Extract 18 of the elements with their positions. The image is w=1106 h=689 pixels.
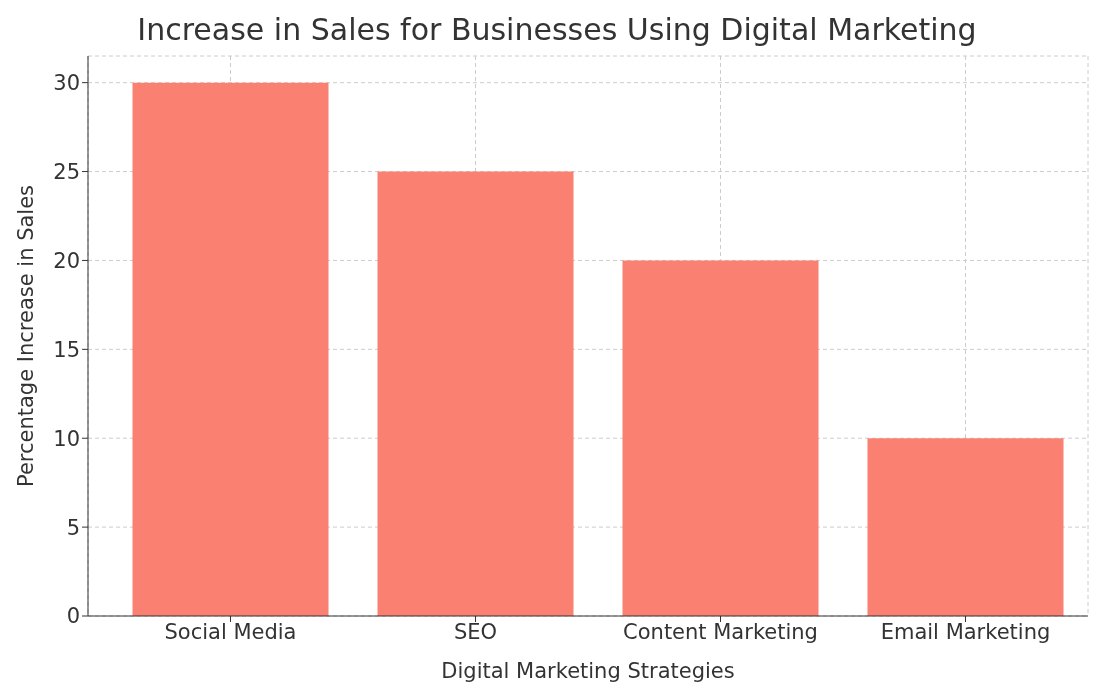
bar [867,438,1064,616]
y-tick-label: 25 [53,160,80,185]
bar [377,171,574,616]
bar [622,260,819,616]
y-tick-label: 5 [66,515,80,540]
y-tick-label: 15 [53,337,80,362]
x-tick-label: SEO [453,619,498,644]
bar [132,82,329,616]
x-tick-label: Content Marketing [623,619,818,644]
y-tick-label: 20 [53,248,80,273]
chart-title: Increase in Sales for Businesses Using Digital Marketing [136,11,978,49]
x-tick-label: Email Marketing [880,619,1051,644]
y-tick-label: 30 [53,71,80,96]
x-axis-title: Digital Marketing Strategies [441,659,735,683]
x-tick-label: Social Media [164,619,297,644]
y-tick-label: 0 [66,604,80,629]
y-tick-label: 10 [53,426,80,451]
y-axis-title: Percentage Increase in Sales [14,184,39,488]
